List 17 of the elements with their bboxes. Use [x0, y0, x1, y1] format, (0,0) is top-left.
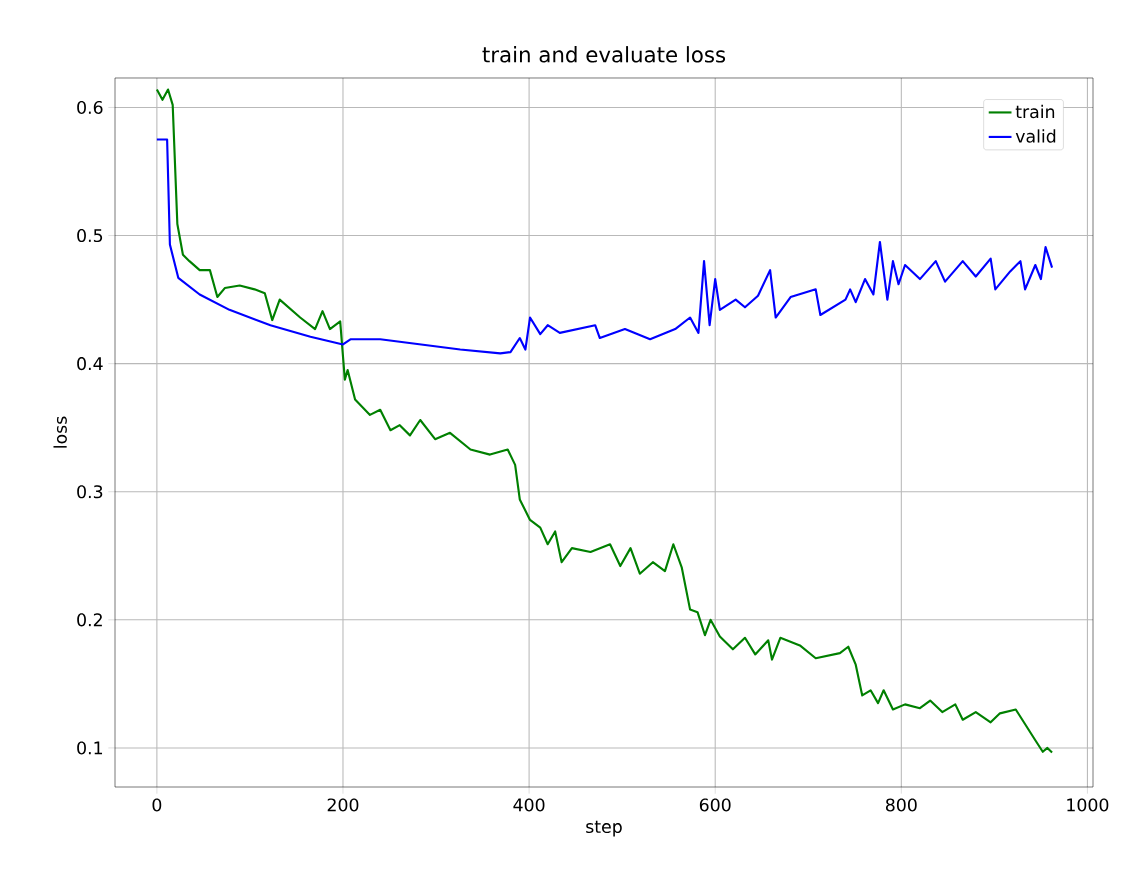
x-tick-label: 400 [513, 798, 545, 812]
chart-title: train and evaluate loss [482, 46, 726, 63]
y-tick-label: 0.5 [77, 229, 103, 243]
x-tick-label: 200 [327, 798, 359, 812]
x-tick-label: 800 [885, 798, 917, 812]
y-axis-title: loss [53, 416, 67, 448]
y-tick-label: 0.3 [77, 485, 103, 499]
legend-label: valid [1015, 129, 1056, 143]
y-tick-label: 0.4 [77, 357, 103, 371]
x-axis-title: step [586, 820, 622, 837]
y-tick-label: 0.2 [77, 613, 102, 627]
x-tick-label: 1000 [1067, 798, 1109, 812]
x-tick-label: 0 [152, 798, 162, 812]
y-tick-label: 0.1 [77, 741, 103, 755]
legend-label: train [1015, 104, 1055, 119]
y-tick-label: 0.6 [77, 100, 103, 115]
x-tick-label: 600 [699, 798, 731, 812]
